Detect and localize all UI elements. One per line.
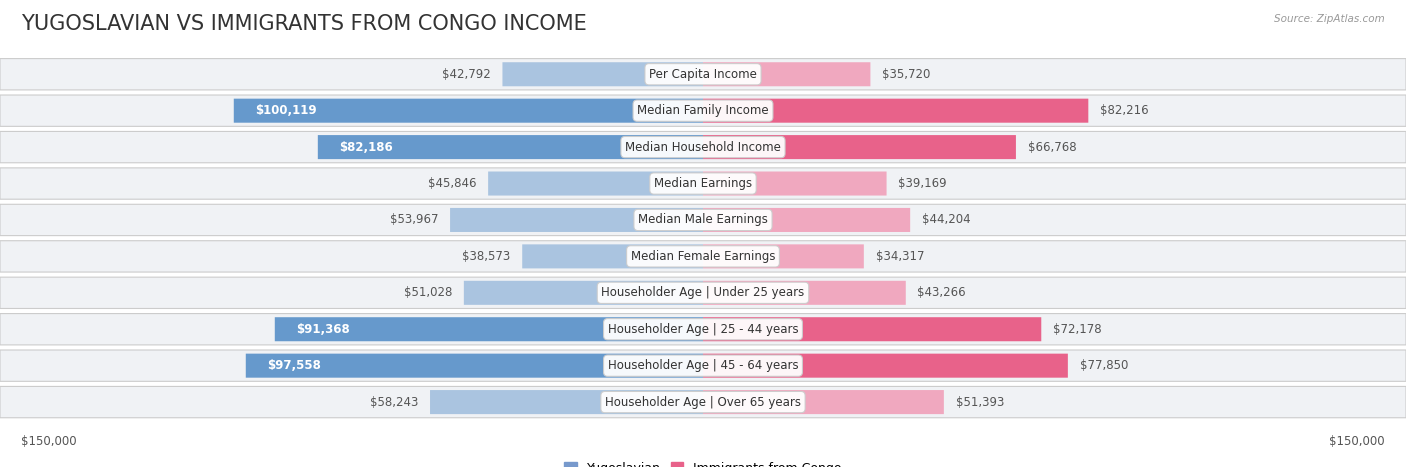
FancyBboxPatch shape [488, 171, 703, 196]
FancyBboxPatch shape [0, 168, 1406, 199]
Text: $53,967: $53,967 [389, 213, 439, 226]
FancyBboxPatch shape [0, 386, 1406, 418]
Text: $82,216: $82,216 [1099, 104, 1149, 117]
Text: Median Female Earnings: Median Female Earnings [631, 250, 775, 263]
FancyBboxPatch shape [0, 58, 1406, 90]
Text: $150,000: $150,000 [1329, 435, 1385, 448]
FancyBboxPatch shape [233, 99, 703, 123]
FancyBboxPatch shape [0, 204, 1406, 236]
Text: $34,317: $34,317 [876, 250, 924, 263]
Text: Per Capita Income: Per Capita Income [650, 68, 756, 81]
FancyBboxPatch shape [0, 313, 1406, 345]
Text: YUGOSLAVIAN VS IMMIGRANTS FROM CONGO INCOME: YUGOSLAVIAN VS IMMIGRANTS FROM CONGO INC… [21, 14, 586, 34]
Text: $43,266: $43,266 [918, 286, 966, 299]
Text: Median Male Earnings: Median Male Earnings [638, 213, 768, 226]
Text: $97,558: $97,558 [267, 359, 321, 372]
Text: $42,792: $42,792 [441, 68, 491, 81]
FancyBboxPatch shape [318, 135, 703, 159]
Text: Median Household Income: Median Household Income [626, 141, 780, 154]
Text: $39,169: $39,169 [898, 177, 946, 190]
FancyBboxPatch shape [522, 244, 703, 269]
FancyBboxPatch shape [703, 281, 905, 305]
FancyBboxPatch shape [464, 281, 703, 305]
Text: $150,000: $150,000 [21, 435, 77, 448]
FancyBboxPatch shape [502, 62, 703, 86]
FancyBboxPatch shape [703, 208, 910, 232]
Text: $51,393: $51,393 [956, 396, 1004, 409]
Text: Householder Age | Under 25 years: Householder Age | Under 25 years [602, 286, 804, 299]
Text: Householder Age | 45 - 64 years: Householder Age | 45 - 64 years [607, 359, 799, 372]
FancyBboxPatch shape [703, 171, 887, 196]
Text: $35,720: $35,720 [882, 68, 931, 81]
FancyBboxPatch shape [0, 131, 1406, 163]
Text: Median Earnings: Median Earnings [654, 177, 752, 190]
FancyBboxPatch shape [703, 244, 863, 269]
Text: Householder Age | Over 65 years: Householder Age | Over 65 years [605, 396, 801, 409]
Text: Source: ZipAtlas.com: Source: ZipAtlas.com [1274, 14, 1385, 24]
FancyBboxPatch shape [450, 208, 703, 232]
FancyBboxPatch shape [274, 317, 703, 341]
Text: $100,119: $100,119 [254, 104, 316, 117]
Text: $45,846: $45,846 [427, 177, 477, 190]
FancyBboxPatch shape [246, 354, 703, 378]
FancyBboxPatch shape [0, 95, 1406, 127]
FancyBboxPatch shape [0, 241, 1406, 272]
Text: Householder Age | 25 - 44 years: Householder Age | 25 - 44 years [607, 323, 799, 336]
FancyBboxPatch shape [703, 99, 1088, 123]
Text: $44,204: $44,204 [922, 213, 970, 226]
FancyBboxPatch shape [703, 354, 1069, 378]
Text: $38,573: $38,573 [463, 250, 510, 263]
FancyBboxPatch shape [703, 135, 1017, 159]
FancyBboxPatch shape [0, 277, 1406, 309]
FancyBboxPatch shape [703, 62, 870, 86]
Text: Median Family Income: Median Family Income [637, 104, 769, 117]
Text: $72,178: $72,178 [1053, 323, 1102, 336]
FancyBboxPatch shape [703, 390, 943, 414]
FancyBboxPatch shape [703, 317, 1042, 341]
Text: $51,028: $51,028 [404, 286, 453, 299]
FancyBboxPatch shape [0, 350, 1406, 382]
FancyBboxPatch shape [430, 390, 703, 414]
Text: $58,243: $58,243 [370, 396, 419, 409]
Legend: Yugoslavian, Immigrants from Congo: Yugoslavian, Immigrants from Congo [560, 457, 846, 467]
Text: $77,850: $77,850 [1080, 359, 1128, 372]
Text: $91,368: $91,368 [295, 323, 350, 336]
Text: $82,186: $82,186 [339, 141, 392, 154]
Text: $66,768: $66,768 [1028, 141, 1076, 154]
